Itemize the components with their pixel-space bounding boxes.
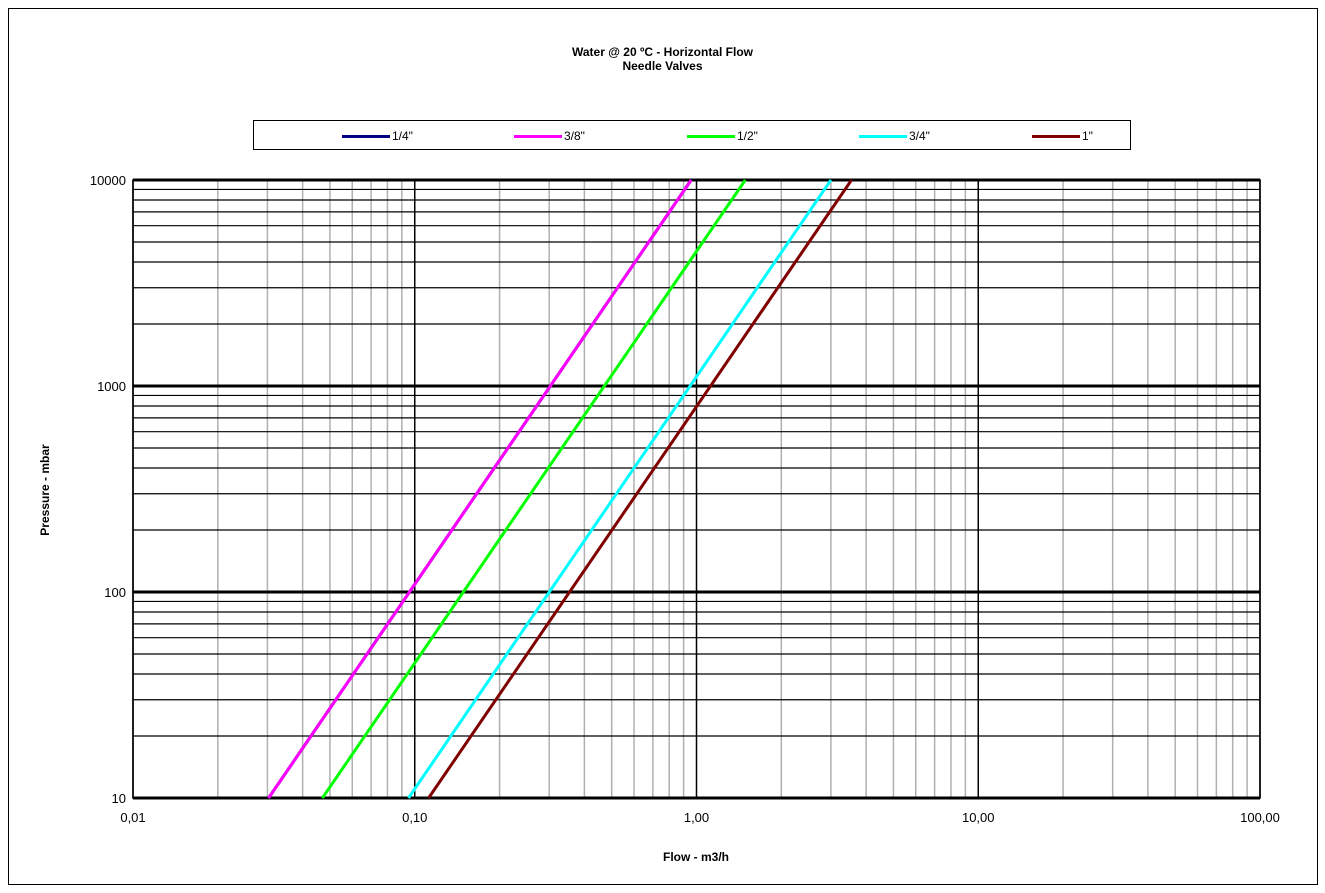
series-line-4: [427, 179, 853, 799]
chart-subtitle: Needle Valves: [622, 59, 703, 73]
x-axis-label: Flow - m3/h: [663, 850, 729, 864]
chart-legend: 1/4" 3/8" 1/2" 3/4" 1": [253, 120, 1131, 150]
x-tick-label: 1,00: [684, 810, 709, 825]
legend-label: 1": [1082, 129, 1093, 143]
legend-label: 3/8": [564, 129, 585, 143]
y-tick-label: 10000: [90, 173, 126, 188]
legend-item: 3/4": [859, 129, 930, 143]
chart-title: Water @ 20 ºC - Horizontal Flow: [572, 45, 753, 59]
x-tick-label: 100,00: [1240, 810, 1280, 825]
y-tick-label: 10: [112, 791, 126, 806]
y-tick-label: 1000: [97, 379, 126, 394]
x-tick-label: 10,00: [962, 810, 995, 825]
legend-swatch: [1032, 134, 1080, 138]
legend-swatch: [514, 134, 562, 138]
chart-frame: [8, 8, 1318, 885]
y-axis-label: Pressure - mbar: [38, 444, 52, 536]
y-tick-label: 100: [104, 585, 126, 600]
series-line-2: [321, 179, 747, 799]
series-line-3: [407, 179, 833, 799]
legend-item: 1/2": [687, 129, 758, 143]
legend-label: 3/4": [909, 129, 930, 143]
legend-label: 1/4": [392, 129, 413, 143]
legend-swatch: [687, 134, 735, 138]
x-tick-label: 0,10: [402, 810, 427, 825]
legend-item: 1/4": [342, 129, 413, 143]
series-line-1: [267, 179, 693, 799]
legend-swatch: [859, 134, 907, 138]
legend-swatch: [342, 134, 390, 138]
legend-label: 1/2": [737, 129, 758, 143]
plot-border: [132, 179, 1261, 799]
legend-item: 3/8": [514, 129, 585, 143]
legend-item: 1": [1032, 129, 1093, 143]
x-tick-label: 0,01: [120, 810, 145, 825]
